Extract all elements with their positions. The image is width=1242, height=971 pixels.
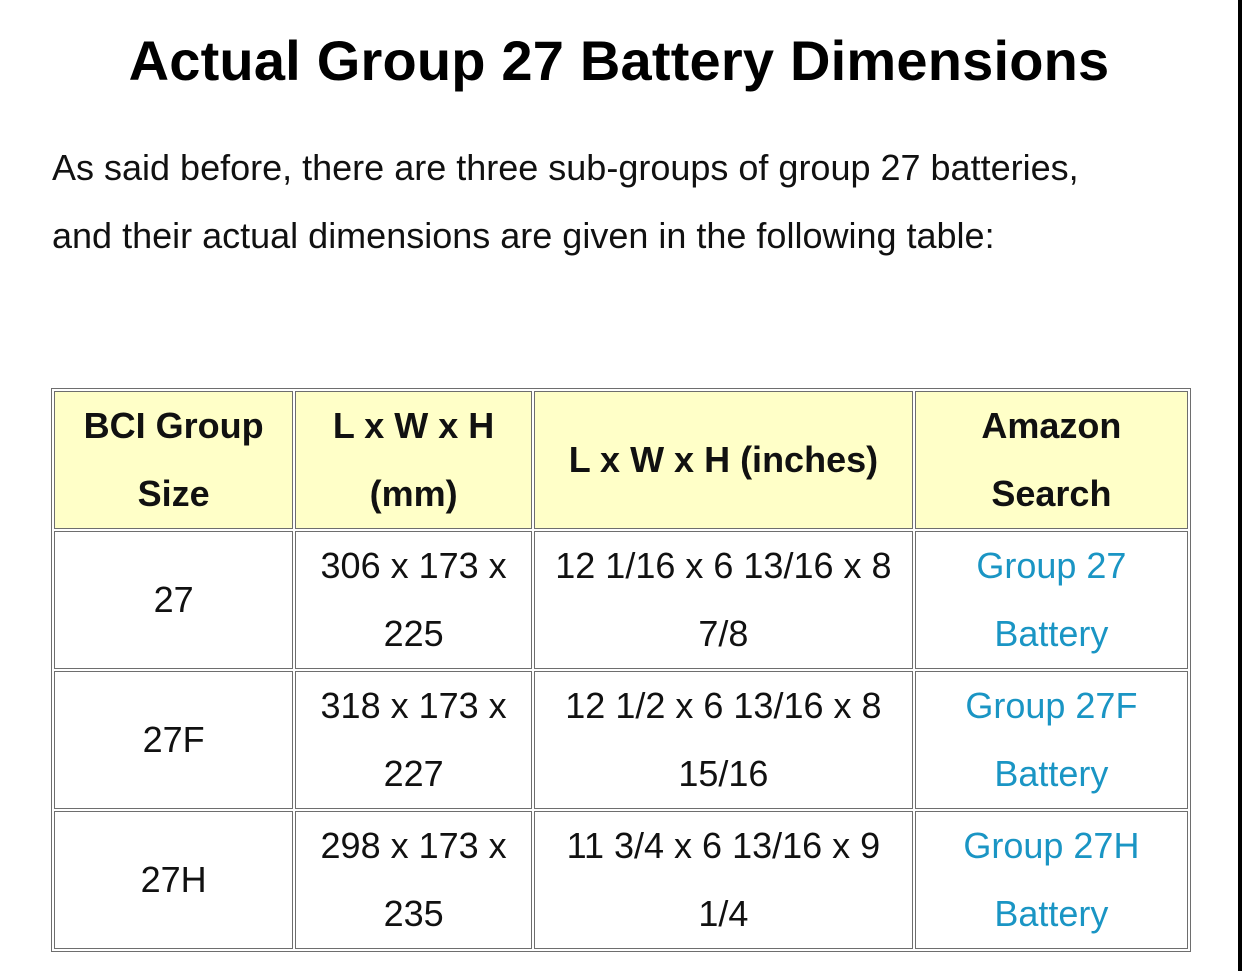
header-dimensions-inches: L x W x H (inches) [534,391,913,529]
page-title: Actual Group 27 Battery Dimensions [128,29,1110,92]
truncated-note-line [52,958,952,971]
table-row: 27F 318 x 173 x 227 12 1/2 x 6 13/16 x 8… [54,671,1188,809]
table-row: 27H 298 x 173 x 235 11 3/4 x 6 13/16 x 9… [54,811,1188,949]
cell-dimensions-inches: 11 3/4 x 6 13/16 x 9 1/4 [534,811,913,949]
cell-dimensions-mm: 298 x 173 x 235 [295,811,533,949]
cell-amazon-search: Group 27H Battery [914,811,1188,949]
cell-amazon-search: Group 27F Battery [914,671,1188,809]
cell-amazon-search: Group 27 Battery [914,531,1188,669]
cell-dimensions-inches: 12 1/16 x 6 13/16 x 8 7/8 [534,531,913,669]
window-edge [1238,0,1242,971]
table-row: 27 306 x 173 x 225 12 1/16 x 6 13/16 x 8… [54,531,1188,669]
cell-group-size: 27F [54,671,294,809]
amazon-link-group-27f[interactable]: Group 27F Battery [965,685,1138,794]
header-dimensions-mm: L x W x H (mm) [295,391,533,529]
cell-dimensions-mm: 306 x 173 x 225 [295,531,533,669]
cell-group-size: 27 [54,531,294,669]
header-bci-group-size: BCI Group Size [54,391,294,529]
header-amazon-search: Amazon Search [914,391,1188,529]
intro-paragraph: As said before, there are three sub-grou… [52,147,1079,256]
amazon-link-group-27[interactable]: Group 27 Battery [976,545,1127,654]
cell-group-size: 27H [54,811,294,949]
table-header-row: BCI Group Size L x W x H (mm) L x W x H … [54,391,1188,529]
cell-dimensions-inches: 12 1/2 x 6 13/16 x 8 15/16 [534,671,913,809]
battery-dimensions-table: BCI Group Size L x W x H (mm) L x W x H … [51,388,1191,952]
cell-dimensions-mm: 318 x 173 x 227 [295,671,533,809]
amazon-link-group-27h[interactable]: Group 27H Battery [963,825,1140,934]
